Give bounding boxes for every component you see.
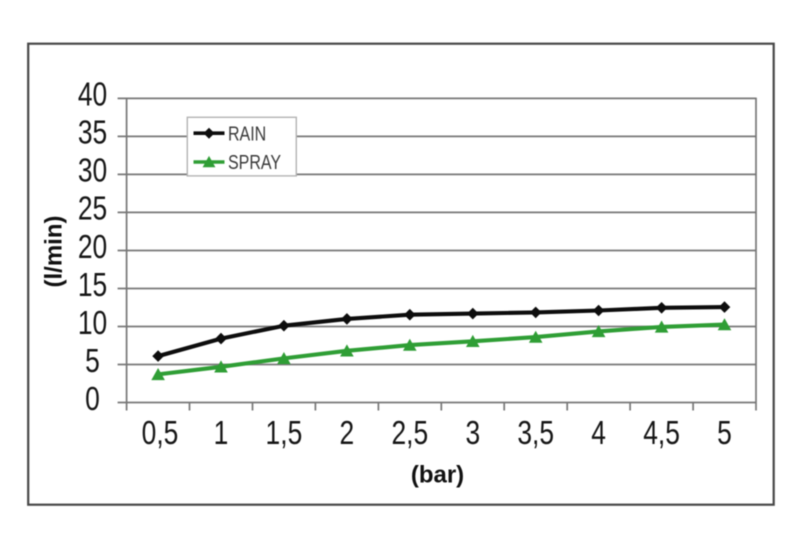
svg-text:10: 10 [78, 305, 107, 341]
svg-text:0: 0 [85, 381, 100, 417]
svg-text:25: 25 [78, 191, 107, 227]
svg-text:1: 1 [214, 415, 229, 451]
svg-text:SPRAY: SPRAY [228, 152, 281, 174]
svg-text:0,5: 0,5 [142, 415, 179, 451]
svg-text:3: 3 [465, 415, 480, 451]
svg-text:15: 15 [78, 267, 107, 303]
svg-text:3,5: 3,5 [517, 415, 554, 451]
svg-text:4,5: 4,5 [643, 415, 680, 451]
svg-text:5: 5 [85, 343, 100, 379]
svg-text:40: 40 [78, 77, 107, 113]
svg-text:1,5: 1,5 [266, 415, 303, 451]
svg-text:2: 2 [340, 415, 355, 451]
svg-text:RAIN: RAIN [228, 123, 266, 145]
svg-text:4: 4 [591, 415, 606, 451]
svg-text:(bar): (bar) [411, 461, 464, 488]
svg-text:30: 30 [78, 153, 107, 189]
svg-text:35: 35 [78, 115, 107, 151]
svg-text:5: 5 [717, 415, 732, 451]
svg-text:(l/min): (l/min) [41, 216, 68, 288]
svg-text:20: 20 [78, 229, 107, 265]
svg-text:2,5: 2,5 [391, 415, 428, 451]
